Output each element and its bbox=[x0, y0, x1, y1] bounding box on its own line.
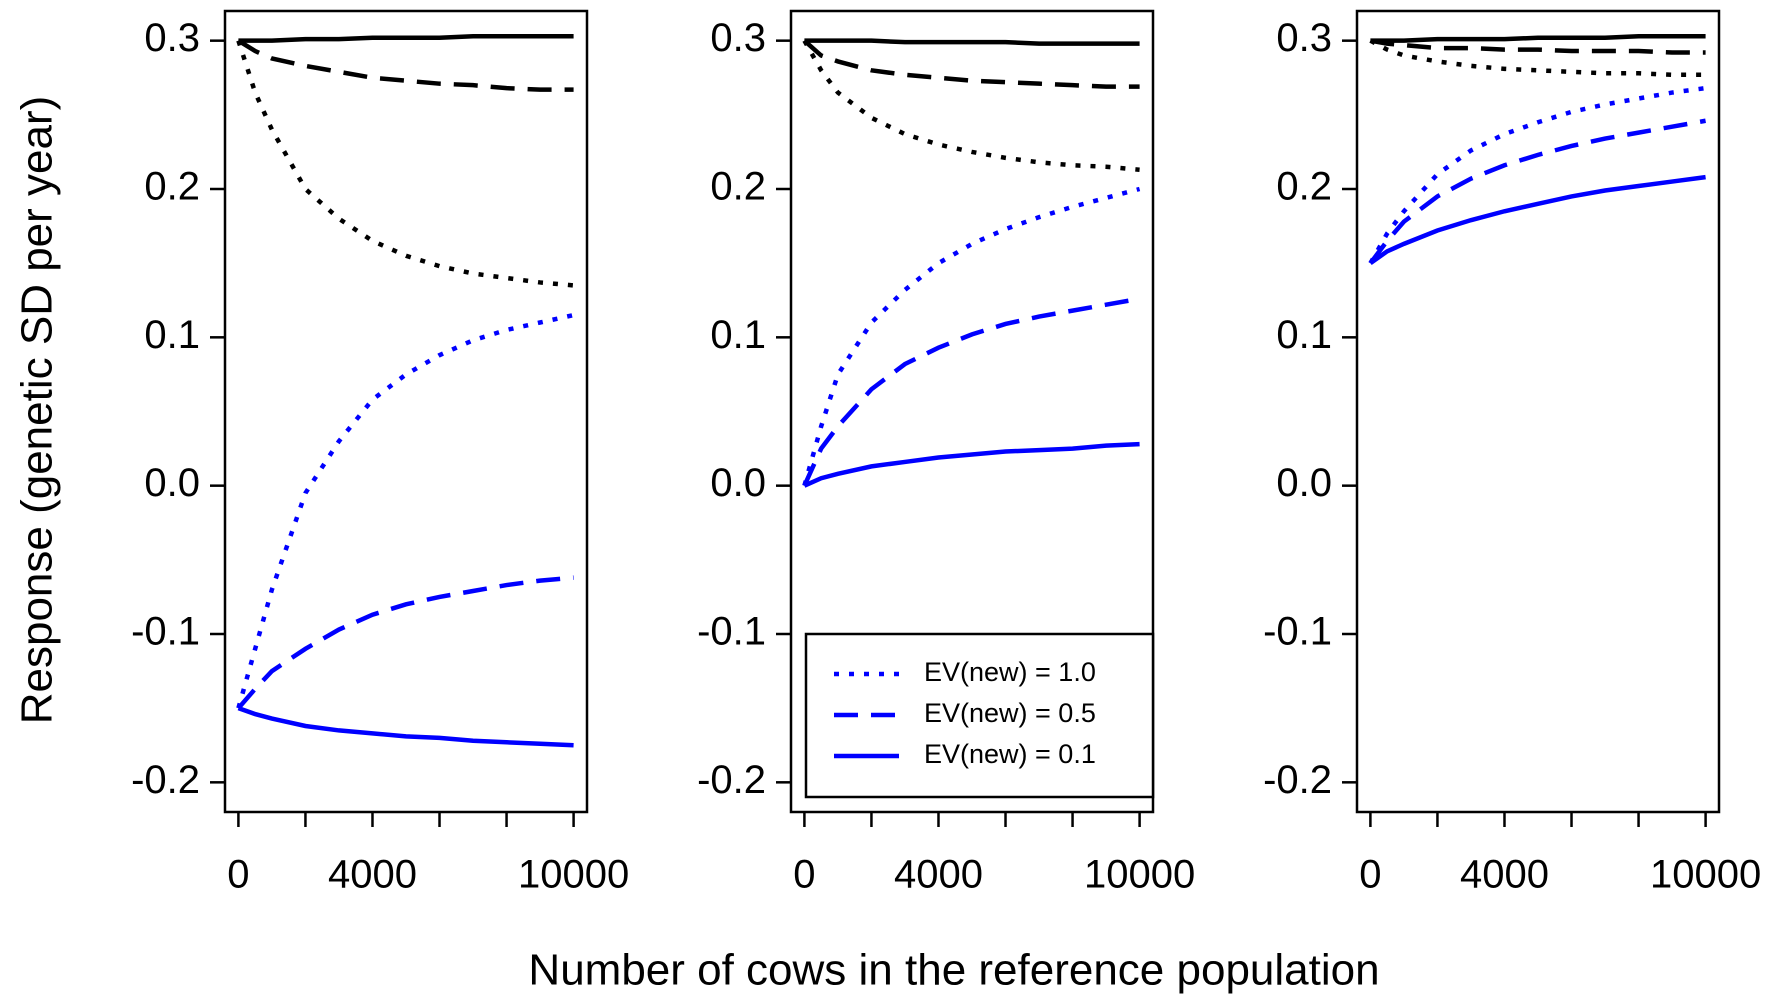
y-tick-label: 0.0 bbox=[710, 461, 766, 505]
y-tick-label: 0.2 bbox=[710, 165, 766, 209]
x-tick-label: 4000 bbox=[894, 853, 983, 897]
data-line bbox=[1369, 38, 1706, 78]
x-tick-label: 0 bbox=[793, 853, 815, 897]
plot-frame bbox=[1355, 9, 1721, 814]
y-tick-label: 0.2 bbox=[1276, 165, 1332, 209]
data-line bbox=[804, 38, 1140, 46]
y-tick-label: 0.3 bbox=[710, 16, 766, 60]
x-tick-label: 10000 bbox=[518, 853, 629, 897]
data-line bbox=[236, 312, 575, 709]
x-tick-label: 0 bbox=[1359, 853, 1381, 897]
data-line bbox=[236, 39, 574, 288]
legend-box bbox=[804, 632, 1155, 799]
data-line bbox=[1370, 33, 1706, 43]
x-axis-title: Number of cows in the reference populati… bbox=[528, 946, 1379, 995]
y-tick-label: 0.1 bbox=[710, 313, 766, 357]
data-line bbox=[802, 186, 1141, 487]
y-tick-label: 0.3 bbox=[144, 16, 200, 60]
data-line bbox=[1369, 174, 1706, 266]
y-tick-label: -0.1 bbox=[697, 610, 766, 654]
data-line bbox=[237, 706, 574, 748]
plot-frame bbox=[223, 9, 589, 814]
y-tick-label: -0.2 bbox=[697, 758, 766, 802]
data-line bbox=[1368, 85, 1706, 265]
y-tick-label: 0.1 bbox=[1276, 313, 1332, 357]
data-line bbox=[236, 575, 574, 710]
x-tick-label: 10000 bbox=[1650, 853, 1761, 897]
y-tick-label: 0.0 bbox=[1276, 461, 1332, 505]
x-tick-label: 0 bbox=[227, 853, 249, 897]
x-tick-label: 10000 bbox=[1084, 853, 1195, 897]
data-line bbox=[1370, 38, 1706, 55]
data-line bbox=[802, 296, 1140, 487]
x-tick-label: 4000 bbox=[328, 853, 417, 897]
x-tick-label: 4000 bbox=[1460, 853, 1549, 897]
data-line bbox=[802, 39, 1140, 172]
data-line bbox=[238, 33, 574, 43]
data-line bbox=[802, 38, 1140, 89]
legend-label: EV(new) = 0.1 bbox=[924, 739, 1096, 769]
data-line bbox=[1368, 118, 1706, 265]
y-tick-label: 0.0 bbox=[144, 461, 200, 505]
y-axis-title: Response (genetic SD per year) bbox=[13, 96, 62, 725]
legend-label: EV(new) = 0.5 bbox=[924, 698, 1096, 728]
data-line bbox=[803, 441, 1140, 488]
y-tick-label: -0.2 bbox=[131, 758, 200, 802]
y-tick-label: 0.2 bbox=[144, 165, 200, 209]
legend-label: EV(new) = 1.0 bbox=[924, 657, 1096, 687]
y-tick-label: -0.1 bbox=[1263, 610, 1332, 654]
y-tick-label: 0.1 bbox=[144, 313, 200, 357]
y-tick-label: 0.3 bbox=[1276, 16, 1332, 60]
y-tick-label: -0.1 bbox=[131, 610, 200, 654]
plot-frame bbox=[789, 9, 1155, 814]
y-tick-label: -0.2 bbox=[1263, 758, 1332, 802]
data-line bbox=[237, 38, 574, 92]
